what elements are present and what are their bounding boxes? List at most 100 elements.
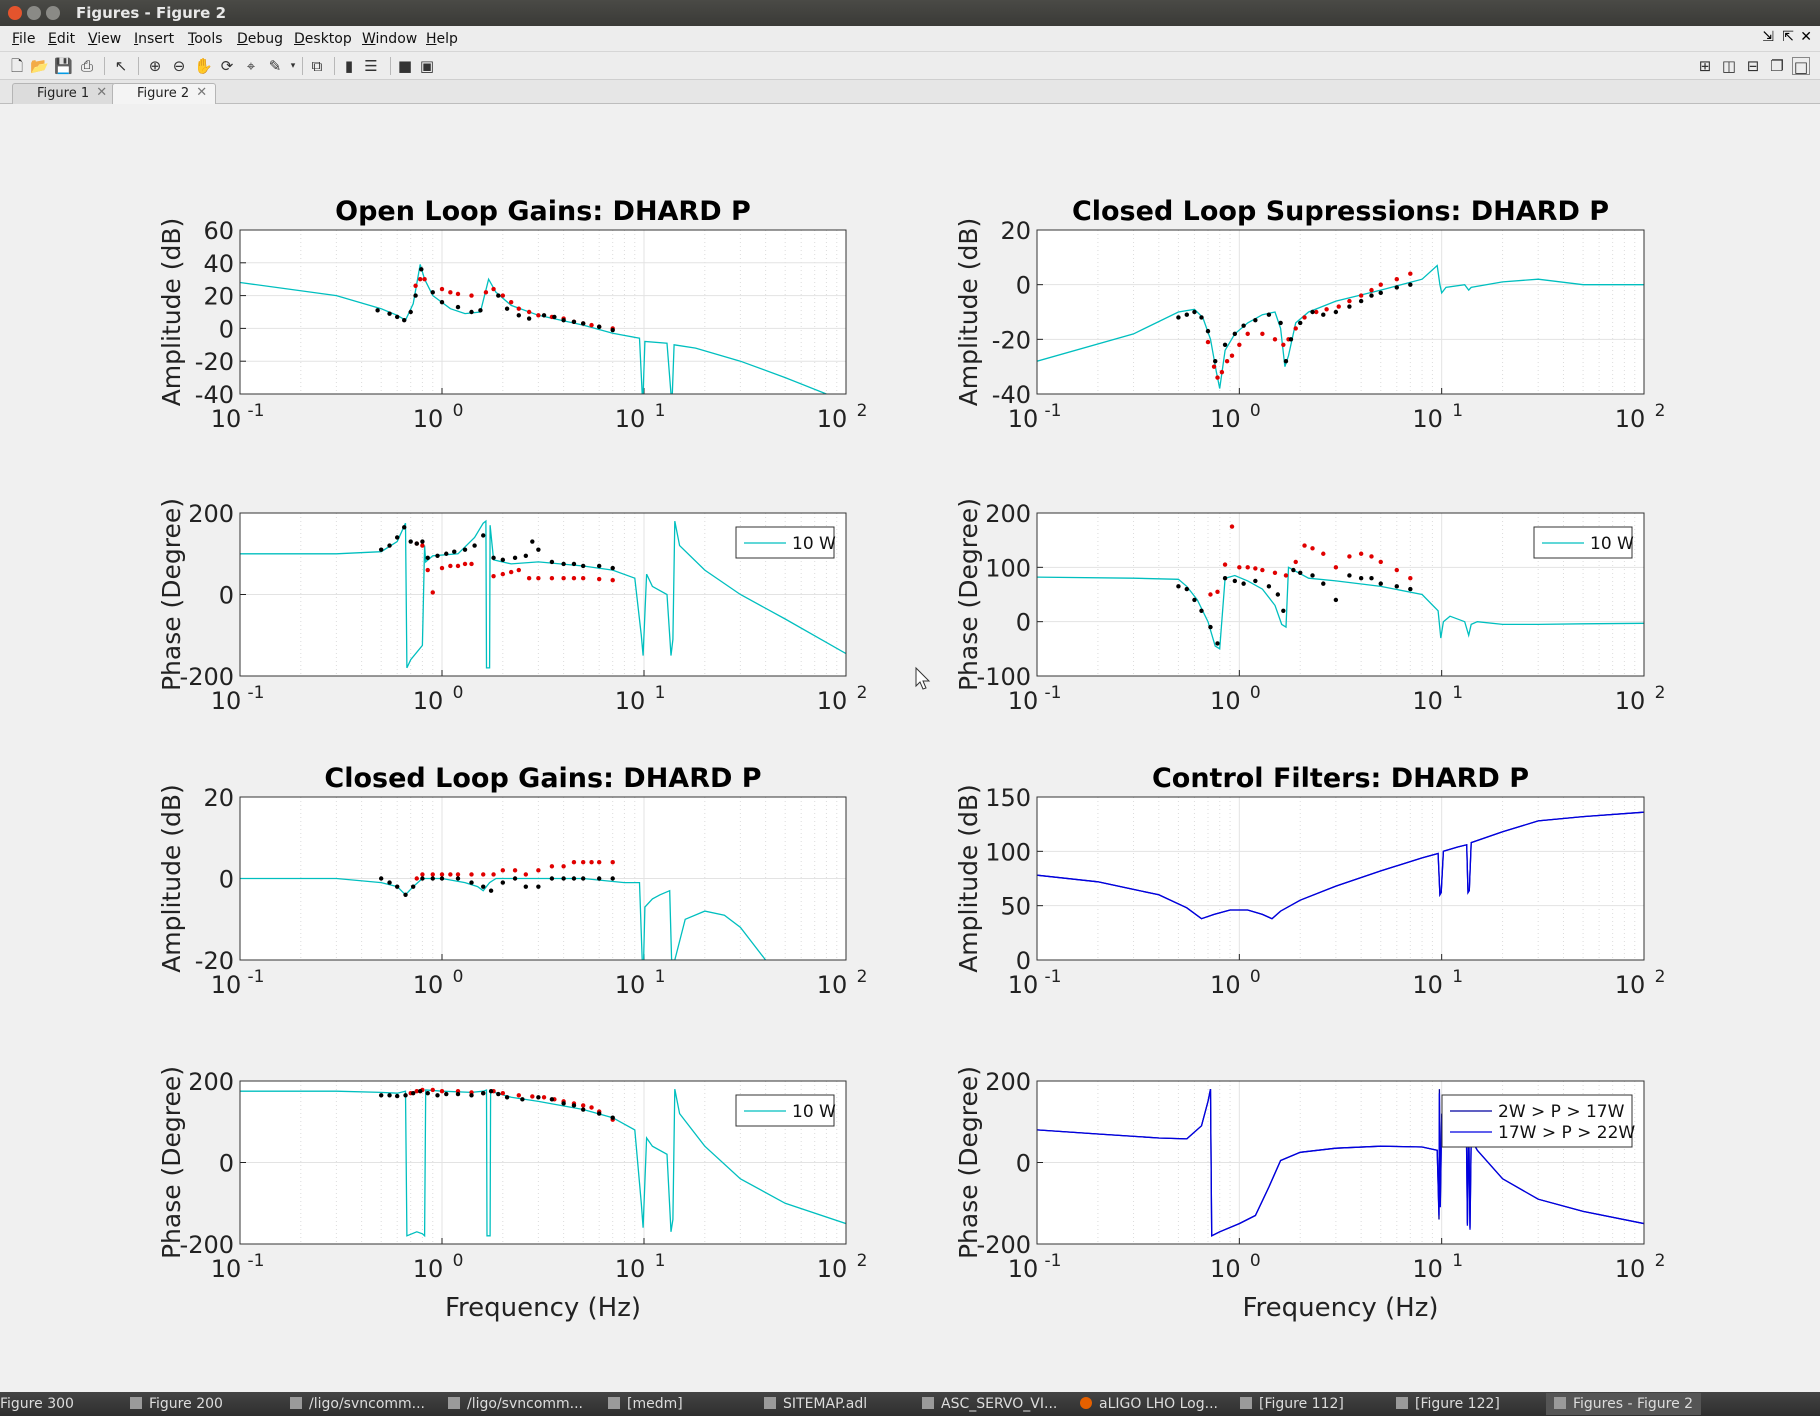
plot-frame bbox=[1036, 796, 1645, 961]
zoom-out-icon[interactable]: ⊖ bbox=[172, 57, 186, 75]
data-point bbox=[500, 868, 506, 873]
menu-debug[interactable]: Debug bbox=[237, 31, 284, 47]
tab-figure-2[interactable]: Figure 2 ✕ bbox=[112, 83, 217, 104]
menu-desktop[interactable]: Desktop bbox=[294, 31, 352, 47]
tab-figure-1[interactable]: Figure 1 ✕ bbox=[12, 83, 117, 104]
y-tick-label: 50 bbox=[1000, 893, 1031, 921]
print-icon[interactable]: ⎙ bbox=[80, 57, 93, 75]
link-plot-icon[interactable]: ⧉ bbox=[311, 57, 323, 75]
y-tick-label: 100 bbox=[985, 838, 1031, 866]
task-item[interactable]: aLIGO LHO Log... bbox=[1080, 1396, 1218, 1412]
data-point bbox=[500, 293, 506, 298]
data-point bbox=[481, 1091, 486, 1096]
minimize-window-icon[interactable] bbox=[27, 6, 41, 20]
menu-tools[interactable]: Tools bbox=[188, 31, 223, 47]
maximize-window-icon[interactable] bbox=[46, 6, 60, 20]
data-point bbox=[1347, 304, 1352, 309]
data-point bbox=[452, 549, 457, 554]
data-point bbox=[1302, 543, 1307, 548]
task-item[interactable]: [Figure 122] bbox=[1396, 1396, 1500, 1412]
dock-icon[interactable]: ⇱ bbox=[1782, 29, 1794, 45]
menu-file[interactable]: File bbox=[12, 31, 36, 47]
float-layout-icon[interactable]: ❐ bbox=[1770, 57, 1784, 75]
data-point bbox=[1237, 342, 1242, 347]
data-point bbox=[413, 283, 418, 288]
show-plot-tools-icon[interactable]: ▣ bbox=[419, 57, 435, 75]
data-point bbox=[408, 539, 413, 544]
legend-icon[interactable]: ☰ bbox=[364, 57, 378, 75]
data-point bbox=[394, 314, 400, 320]
x-tick-label: 10 bbox=[1412, 971, 1443, 999]
data-cursor-icon[interactable]: ⌖ bbox=[246, 57, 256, 75]
data-point bbox=[1394, 567, 1399, 573]
data-point bbox=[378, 547, 384, 552]
brush-dropdown-icon[interactable]: ▾ bbox=[290, 61, 296, 71]
x-tick-exponent: 0 bbox=[453, 1251, 464, 1271]
pan-icon[interactable]: ✋ bbox=[194, 57, 213, 75]
undock-icon[interactable]: ⇲ bbox=[1762, 29, 1774, 45]
y-axis-label: Phase (Degree) bbox=[157, 498, 186, 691]
new-figure-icon[interactable]: 🗋 bbox=[10, 57, 24, 75]
task-item-active[interactable]: Figures - Figure 2 bbox=[1546, 1393, 1702, 1415]
menu-view[interactable]: View bbox=[88, 31, 122, 47]
menu-window[interactable]: Window bbox=[362, 31, 418, 47]
y-axis-label: Amplitude (dB) bbox=[954, 784, 983, 973]
brush-icon[interactable]: ✎ bbox=[268, 57, 282, 75]
data-point bbox=[580, 876, 586, 881]
y-tick-label: 60 bbox=[203, 217, 234, 245]
task-item[interactable]: /ligo/svncomm... bbox=[448, 1396, 583, 1412]
edit-plot-icon[interactable]: ↖ bbox=[114, 57, 128, 75]
tile-layout-icon[interactable]: ⊞ bbox=[1698, 57, 1712, 75]
data-point bbox=[596, 860, 602, 865]
data-series bbox=[378, 1088, 615, 1120]
menu-edit[interactable]: Edit bbox=[48, 31, 76, 47]
data-series bbox=[1205, 271, 1413, 380]
close-tab-icon[interactable]: ✕ bbox=[96, 85, 108, 100]
data-point bbox=[1336, 304, 1341, 309]
x-tick-label: 10 bbox=[211, 1255, 242, 1283]
data-point bbox=[1253, 578, 1258, 584]
task-item[interactable]: SITEMAP.adl bbox=[764, 1396, 867, 1412]
hide-plot-tools-icon[interactable]: ■ bbox=[397, 57, 413, 75]
data-point bbox=[1408, 576, 1413, 581]
figure-canvas[interactable]: -40 -20 0 20 40 60 10 -1 10 0 10 1 10 2 Open Loop Gain… bbox=[4, 105, 1816, 1390]
data-point bbox=[387, 311, 392, 316]
maximize-layout-icon[interactable]: □ bbox=[1792, 57, 1810, 76]
data-point bbox=[1298, 320, 1303, 326]
zoom-in-icon[interactable]: ⊕ bbox=[148, 57, 162, 75]
data-point bbox=[439, 565, 445, 571]
data-point bbox=[1266, 312, 1272, 317]
data-point bbox=[1358, 298, 1364, 304]
task-item[interactable]: ASC_SERVO_VI... bbox=[922, 1396, 1057, 1412]
plot-area bbox=[240, 230, 846, 394]
data-point bbox=[541, 1095, 547, 1100]
close-window-icon[interactable] bbox=[8, 6, 22, 20]
rotate-3d-icon[interactable]: ⟳ bbox=[220, 57, 234, 75]
close-tab-icon[interactable]: ✕ bbox=[196, 85, 208, 100]
task-item[interactable]: [Figure 112] bbox=[1240, 1396, 1344, 1412]
task-item[interactable]: [medm] bbox=[608, 1396, 683, 1412]
data-point bbox=[571, 561, 577, 567]
data-point bbox=[469, 1093, 474, 1098]
chart-axes: -40 -20 0 20 40 60 10 -1 10 0 10 1 10 2 Open Loop Gain… bbox=[157, 196, 867, 433]
save-icon[interactable]: 💾 bbox=[54, 57, 73, 75]
menu-help[interactable]: Help bbox=[426, 31, 458, 47]
data-point bbox=[1215, 375, 1220, 380]
data-point bbox=[1232, 331, 1238, 337]
data-series bbox=[240, 1088, 846, 1238]
menu-insert[interactable]: Insert bbox=[134, 31, 175, 47]
task-item[interactable]: /ligo/svncomm... bbox=[290, 1396, 425, 1412]
plot-area bbox=[1037, 230, 1644, 394]
data-point bbox=[469, 293, 474, 298]
task-item[interactable]: Figure 300 bbox=[0, 1396, 74, 1412]
x-tick-exponent: 1 bbox=[655, 683, 666, 703]
colorbar-icon[interactable]: ▮ bbox=[344, 57, 354, 75]
top-bottom-layout-icon[interactable]: ⊟ bbox=[1746, 57, 1760, 75]
left-right-layout-icon[interactable]: ◫ bbox=[1721, 57, 1737, 75]
data-point bbox=[1215, 589, 1220, 594]
data-point bbox=[481, 884, 486, 889]
y-axis-label: Amplitude (dB) bbox=[954, 218, 983, 407]
task-item[interactable]: Figure 200 bbox=[130, 1396, 223, 1412]
open-file-icon[interactable]: 📂 bbox=[30, 57, 49, 75]
close-figure-icon[interactable]: ✕ bbox=[1800, 29, 1812, 45]
